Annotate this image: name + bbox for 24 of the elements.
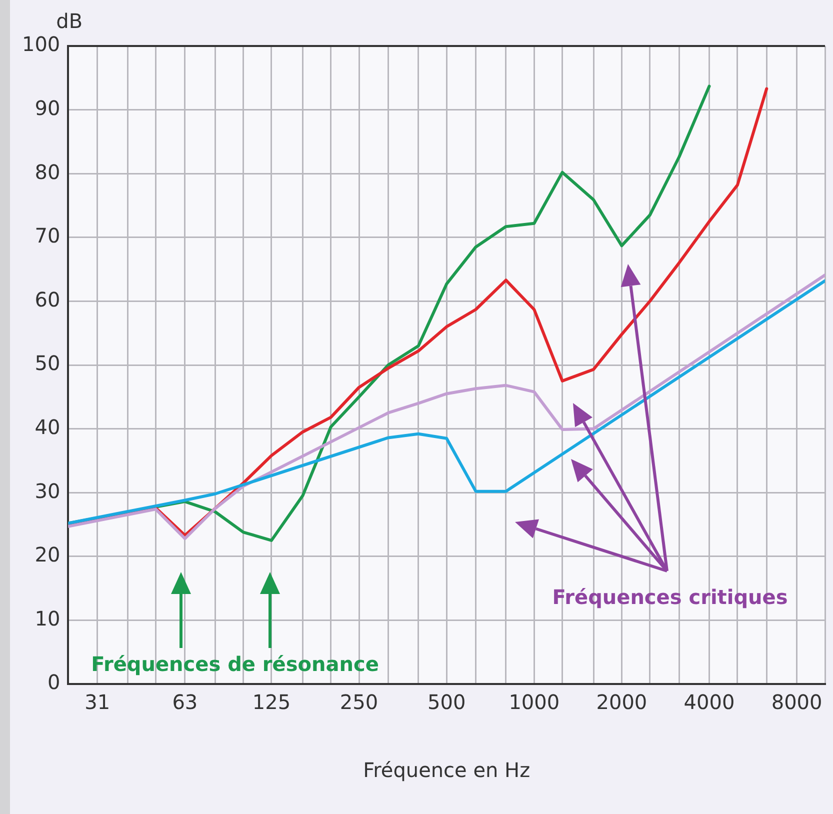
x-tick-label: 4000 [684,690,735,714]
x-tick-label: 8000 [771,690,822,714]
x-tick-label: 125 [252,690,291,714]
x-axis-title: Fréquence en Hz [363,758,530,782]
y-tick-label: 10 [34,606,60,630]
y-tick-label: 80 [34,160,60,184]
x-tick-label: 500 [427,690,466,714]
y-tick-label: 60 [34,287,60,312]
annotation: Fréquences de résonance [91,652,379,676]
x-tick-label: 31 [84,690,110,714]
y-tick-label: 0 [47,670,60,694]
annotation: Fréquences critiques [552,585,788,609]
x-tick-label: 250 [340,690,378,714]
y-axis-title: dB [56,9,83,33]
y-tick-label: 30 [34,478,60,503]
x-tick-label: 63 [172,690,198,714]
y-tick-label: 70 [34,224,60,248]
y-tick-label: 50 [34,351,60,376]
y-tick-label: 90 [34,96,60,120]
y-tick-label: 40 [34,415,60,440]
x-tick-label: 1000 [508,690,560,714]
y-tick-label: 20 [34,542,60,567]
x-tick-label: 2000 [596,690,648,714]
y-tick-label: 100 [22,32,60,56]
